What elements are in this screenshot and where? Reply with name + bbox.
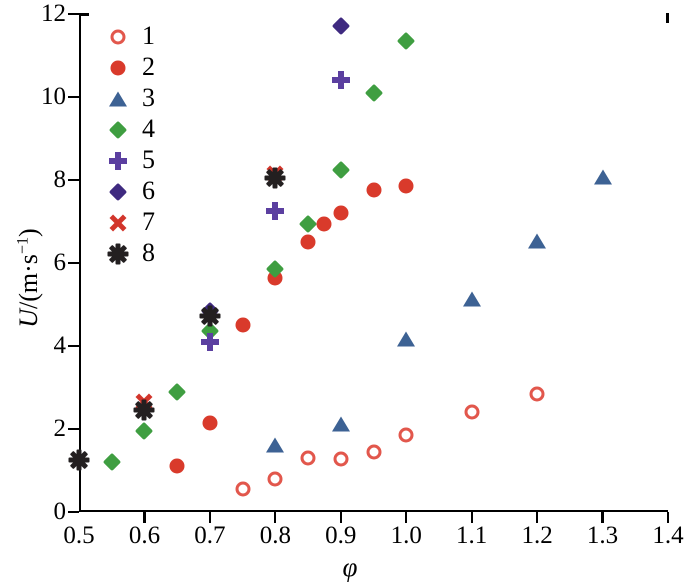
data-point-series-2 bbox=[333, 205, 349, 221]
data-point-series-1 bbox=[300, 450, 316, 466]
data-point-series-2 bbox=[169, 458, 185, 474]
data-point-series-1 bbox=[366, 444, 381, 460]
x-axis-tick-label: 1.3 bbox=[586, 522, 619, 549]
legend-label-5: 5 bbox=[142, 145, 155, 174]
x-axis-tick-label: 1.0 bbox=[390, 522, 422, 549]
y-axis-tick-label: 10 bbox=[41, 83, 66, 110]
data-point-series-2 bbox=[398, 178, 414, 194]
x-axis-tick bbox=[143, 512, 146, 523]
y-axis-tick bbox=[68, 344, 79, 348]
x-axis-tick-label: 1.1 bbox=[456, 522, 488, 549]
x-axis-tick-label: 0.8 bbox=[259, 522, 291, 549]
y-axis-tick bbox=[68, 261, 79, 265]
data-point-series-8 bbox=[68, 449, 90, 471]
x-axis-tick bbox=[666, 512, 670, 523]
data-point-series-3 bbox=[593, 169, 612, 185]
frame-right-stub bbox=[666, 13, 669, 23]
x-axis-tick bbox=[405, 512, 408, 523]
data-point-series-5 bbox=[266, 202, 285, 221]
data-point-series-2 bbox=[202, 415, 218, 431]
x-axis-tick bbox=[536, 512, 539, 523]
data-point-series-1 bbox=[333, 451, 349, 467]
legend-label-2: 2 bbox=[142, 52, 155, 81]
y-axis-tick bbox=[68, 510, 79, 514]
data-point-series-2 bbox=[235, 317, 251, 333]
legend-label-8: 8 bbox=[142, 238, 155, 267]
y-axis-tick bbox=[68, 12, 79, 16]
data-point-series-3 bbox=[528, 233, 547, 249]
y-axis-tick-label: 4 bbox=[53, 332, 67, 359]
x-axis-tick-label: 0.7 bbox=[194, 522, 226, 549]
x-axis-tick-label: 0.9 bbox=[325, 522, 357, 549]
legend-label-1: 1 bbox=[142, 21, 155, 50]
y-axis-tick bbox=[68, 178, 79, 182]
x-axis-label: φ bbox=[342, 552, 358, 582]
x-axis-tick-label: 1.4 bbox=[652, 522, 684, 549]
frame-top-stub bbox=[79, 13, 89, 16]
data-point-series-1 bbox=[529, 386, 545, 402]
data-point-series-5 bbox=[331, 71, 350, 90]
x-axis-tick bbox=[339, 512, 342, 523]
y-axis-tick-label: 2 bbox=[53, 415, 67, 442]
x-axis-tick bbox=[208, 512, 211, 523]
y-axis-tick bbox=[68, 95, 79, 99]
y-axis-label: U/(m·s−1) bbox=[14, 228, 43, 328]
data-point-series-8 bbox=[264, 167, 286, 189]
y-axis-tick-label: 6 bbox=[53, 249, 67, 276]
plot-area bbox=[79, 14, 668, 512]
data-point-series-2 bbox=[366, 182, 381, 198]
x-axis-tick-label: 0.6 bbox=[128, 522, 161, 549]
data-point-series-2 bbox=[300, 234, 316, 250]
data-point-series-1 bbox=[235, 481, 251, 497]
data-point-series-8 bbox=[133, 399, 155, 421]
legend-label-7: 7 bbox=[142, 207, 155, 236]
data-point-series-3 bbox=[397, 331, 416, 347]
y-axis-tick-label: 0 bbox=[53, 498, 67, 525]
data-point-series-5 bbox=[200, 332, 219, 351]
x-axis-tick-label: 1.2 bbox=[521, 522, 553, 549]
legend-label-4: 4 bbox=[142, 114, 155, 143]
data-point-series-1 bbox=[267, 471, 283, 487]
data-point-series-2 bbox=[316, 216, 332, 232]
legend-label-3: 3 bbox=[142, 83, 155, 112]
data-point-series-3 bbox=[462, 291, 481, 307]
y-axis-tick bbox=[68, 427, 79, 431]
x-axis-tick-label: 0.5 bbox=[63, 522, 95, 549]
x-axis-tick bbox=[601, 512, 604, 523]
data-point-series-1 bbox=[464, 404, 480, 420]
data-point-series-1 bbox=[398, 427, 414, 443]
data-point-series-3 bbox=[266, 437, 285, 453]
y-axis-tick-label: 12 bbox=[41, 0, 66, 27]
x-axis-tick bbox=[470, 512, 473, 523]
legend-label-6: 6 bbox=[142, 176, 155, 205]
x-axis-tick bbox=[274, 512, 277, 523]
data-point-series-3 bbox=[331, 416, 350, 432]
data-point-series-8 bbox=[199, 305, 221, 327]
y-axis-tick-label: 8 bbox=[53, 166, 67, 193]
